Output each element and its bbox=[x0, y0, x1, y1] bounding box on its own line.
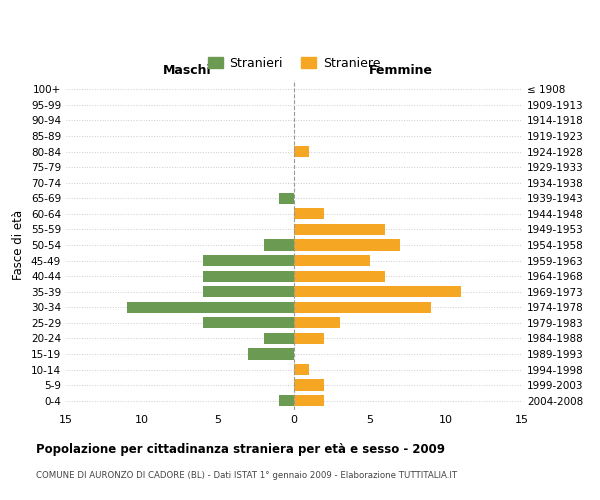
Bar bbox=[279, 192, 294, 204]
Bar bbox=[294, 395, 325, 406]
Text: COMUNE DI AURONZO DI CADORE (BL) - Dati ISTAT 1° gennaio 2009 - Elaborazione TUT: COMUNE DI AURONZO DI CADORE (BL) - Dati … bbox=[36, 471, 457, 480]
Y-axis label: Fasce di età: Fasce di età bbox=[13, 210, 25, 280]
Text: Popolazione per cittadinanza straniera per età e sesso - 2009: Popolazione per cittadinanza straniera p… bbox=[36, 442, 445, 456]
Bar bbox=[203, 317, 294, 328]
Bar bbox=[203, 270, 294, 281]
Bar bbox=[294, 240, 400, 250]
Bar bbox=[294, 302, 431, 313]
Bar bbox=[294, 286, 461, 298]
Bar bbox=[294, 270, 385, 281]
Bar bbox=[127, 302, 294, 313]
Text: Maschi: Maschi bbox=[163, 64, 211, 76]
Bar bbox=[294, 333, 325, 344]
Bar bbox=[294, 364, 309, 375]
Bar bbox=[248, 348, 294, 360]
Bar bbox=[203, 286, 294, 298]
Bar bbox=[203, 255, 294, 266]
Bar bbox=[294, 224, 385, 235]
Bar bbox=[294, 380, 325, 390]
Legend: Stranieri, Straniere: Stranieri, Straniere bbox=[204, 53, 384, 74]
Bar bbox=[279, 395, 294, 406]
Bar bbox=[263, 240, 294, 250]
Bar bbox=[294, 317, 340, 328]
Bar bbox=[263, 333, 294, 344]
Bar bbox=[294, 255, 370, 266]
Text: Femmine: Femmine bbox=[369, 64, 433, 76]
Bar bbox=[294, 146, 309, 157]
Bar bbox=[294, 208, 325, 220]
